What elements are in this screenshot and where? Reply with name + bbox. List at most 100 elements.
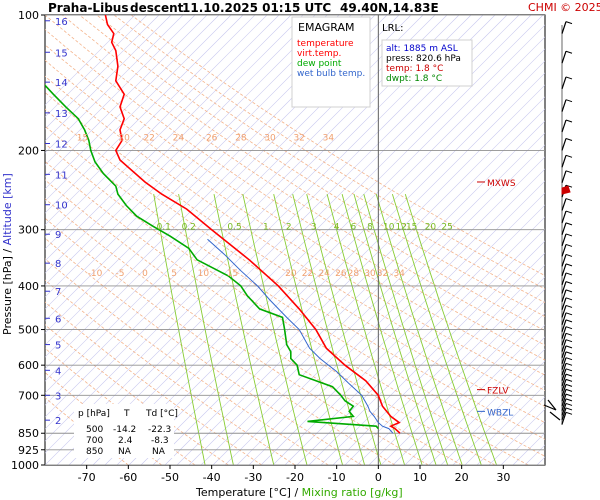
x-tick-label: -40 bbox=[203, 471, 221, 484]
wind-barb bbox=[561, 138, 567, 151]
hatch-line bbox=[45, 15, 496, 465]
table-cell-t: -14.2 bbox=[113, 425, 136, 435]
hatch-line bbox=[116, 36, 545, 465]
adiabat-label: 34 bbox=[323, 133, 335, 143]
wind-barb bbox=[561, 263, 567, 277]
x-tick-label: -30 bbox=[244, 471, 262, 484]
dry-adiabat bbox=[45, 108, 545, 440]
wind-barb-flag bbox=[565, 263, 573, 267]
km-tick-label: 9 bbox=[55, 230, 61, 241]
km-tick-label: 15 bbox=[55, 48, 68, 59]
hatch-line bbox=[464, 384, 545, 465]
lrl-temp: temp: 1.8 °C bbox=[386, 64, 443, 74]
x-tick-label: 0 bbox=[375, 471, 382, 484]
hatch-line bbox=[573, 15, 600, 465]
y-tick-label: 100 bbox=[18, 9, 39, 22]
hatch-line bbox=[80, 15, 532, 465]
wind-barb-flag bbox=[565, 76, 573, 80]
hatch-line bbox=[585, 15, 600, 465]
hatch-line bbox=[45, 15, 208, 178]
km-tick-label: 12 bbox=[55, 140, 68, 151]
wind-barb bbox=[561, 384, 567, 397]
wind-barb-flag bbox=[565, 407, 573, 411]
adiabat-label: 32 bbox=[293, 133, 304, 143]
y-tick-label: 300 bbox=[18, 224, 39, 237]
wind-barb bbox=[561, 254, 567, 267]
wind-barb bbox=[561, 403, 567, 416]
hatch-line bbox=[45, 15, 328, 298]
hatch-line bbox=[128, 48, 545, 465]
hatch-line bbox=[45, 15, 256, 226]
wind-barb bbox=[561, 339, 567, 352]
wind-barb-flag bbox=[565, 99, 573, 103]
hatch-line bbox=[45, 15, 148, 118]
mixing-ratio-label: 12 bbox=[396, 223, 407, 233]
adiabat-label: 26 bbox=[206, 133, 218, 143]
wind-barb bbox=[561, 368, 567, 382]
dry-adiabat bbox=[45, 15, 545, 346]
hatch-line bbox=[248, 168, 545, 465]
header-datetime: 11.10.2025 01:15 UTC bbox=[182, 1, 331, 15]
mixing-ratio-label: 15 bbox=[406, 223, 417, 233]
mixing-ratio-line bbox=[213, 194, 275, 465]
hatch-line bbox=[188, 108, 545, 465]
wind-barb-flag bbox=[565, 304, 573, 308]
wind-barb bbox=[561, 170, 567, 184]
hatch-line bbox=[45, 15, 232, 202]
dry-adiabat bbox=[45, 44, 545, 376]
x-tick-label: 10 bbox=[413, 471, 427, 484]
wind-barb bbox=[561, 289, 567, 303]
hatch-line bbox=[68, 15, 520, 465]
dry-adiabat bbox=[45, 29, 545, 361]
dry-adiabat bbox=[79, 15, 545, 317]
legend-item-virt-temp: virt.temp. bbox=[297, 49, 341, 59]
km-tick-label: 14 bbox=[55, 78, 68, 89]
mixing-ratio-line bbox=[178, 194, 234, 465]
hatch-line bbox=[428, 348, 545, 465]
level-table: p [hPa] T Td [°C] 500 -14.2 -22.3 700 2.… bbox=[74, 404, 178, 458]
mixing-ratio-line bbox=[404, 193, 498, 465]
wind-barb-flag bbox=[565, 319, 573, 323]
hatch-line bbox=[308, 228, 545, 465]
wet-bulb-temp-line bbox=[207, 238, 394, 434]
adiabat-label: 0 bbox=[142, 269, 148, 279]
table-header-t: T bbox=[123, 409, 130, 419]
wind-barb-flag bbox=[565, 297, 573, 301]
wind-barb bbox=[561, 398, 567, 412]
y-tick-label: 500 bbox=[18, 324, 39, 337]
mixing-ratio-line bbox=[341, 193, 423, 465]
wind-barb-flag bbox=[565, 411, 573, 415]
wind-barb bbox=[561, 379, 567, 392]
dry-adiabat bbox=[45, 75, 545, 407]
wind-barb-flag bbox=[565, 332, 573, 336]
adiabat-label: 5 bbox=[171, 269, 177, 279]
adiabat-label: 24 bbox=[318, 269, 330, 279]
mixing-ratio-line bbox=[391, 193, 482, 465]
wind-barb-flag bbox=[565, 368, 573, 372]
hatch-line bbox=[92, 15, 544, 465]
dry-adiabat bbox=[45, 258, 329, 465]
legend-title: EMAGRAM bbox=[298, 21, 355, 34]
hatch-line bbox=[368, 288, 545, 465]
dew-point-line bbox=[45, 84, 379, 430]
wind-barb-flag bbox=[565, 281, 573, 285]
mixing-ratio-label: 3 bbox=[311, 223, 317, 233]
header-station: Praha-Libus bbox=[48, 1, 128, 15]
wind-barb-flag bbox=[565, 210, 573, 214]
hatch-line bbox=[236, 156, 545, 465]
wind-barb-flag bbox=[565, 154, 573, 158]
lrl-press: press: 820.6 hPa bbox=[386, 54, 461, 64]
mixing-ratio-line bbox=[375, 193, 463, 465]
mixing-ratio-line bbox=[242, 194, 308, 465]
mixing-ratio-label: 2 bbox=[286, 223, 292, 233]
wind-barb-flag bbox=[565, 233, 573, 237]
hatch-line bbox=[561, 15, 600, 465]
wind-barb-flag bbox=[565, 222, 573, 226]
hatch-line bbox=[45, 15, 172, 142]
mixing-ratio-line bbox=[363, 193, 449, 465]
wind-barb-flag bbox=[565, 393, 573, 397]
km-tick-label: 8 bbox=[55, 259, 61, 270]
copyright: CHMI © 2025 bbox=[528, 1, 600, 14]
mixing-ratio-label: 20 bbox=[425, 223, 437, 233]
